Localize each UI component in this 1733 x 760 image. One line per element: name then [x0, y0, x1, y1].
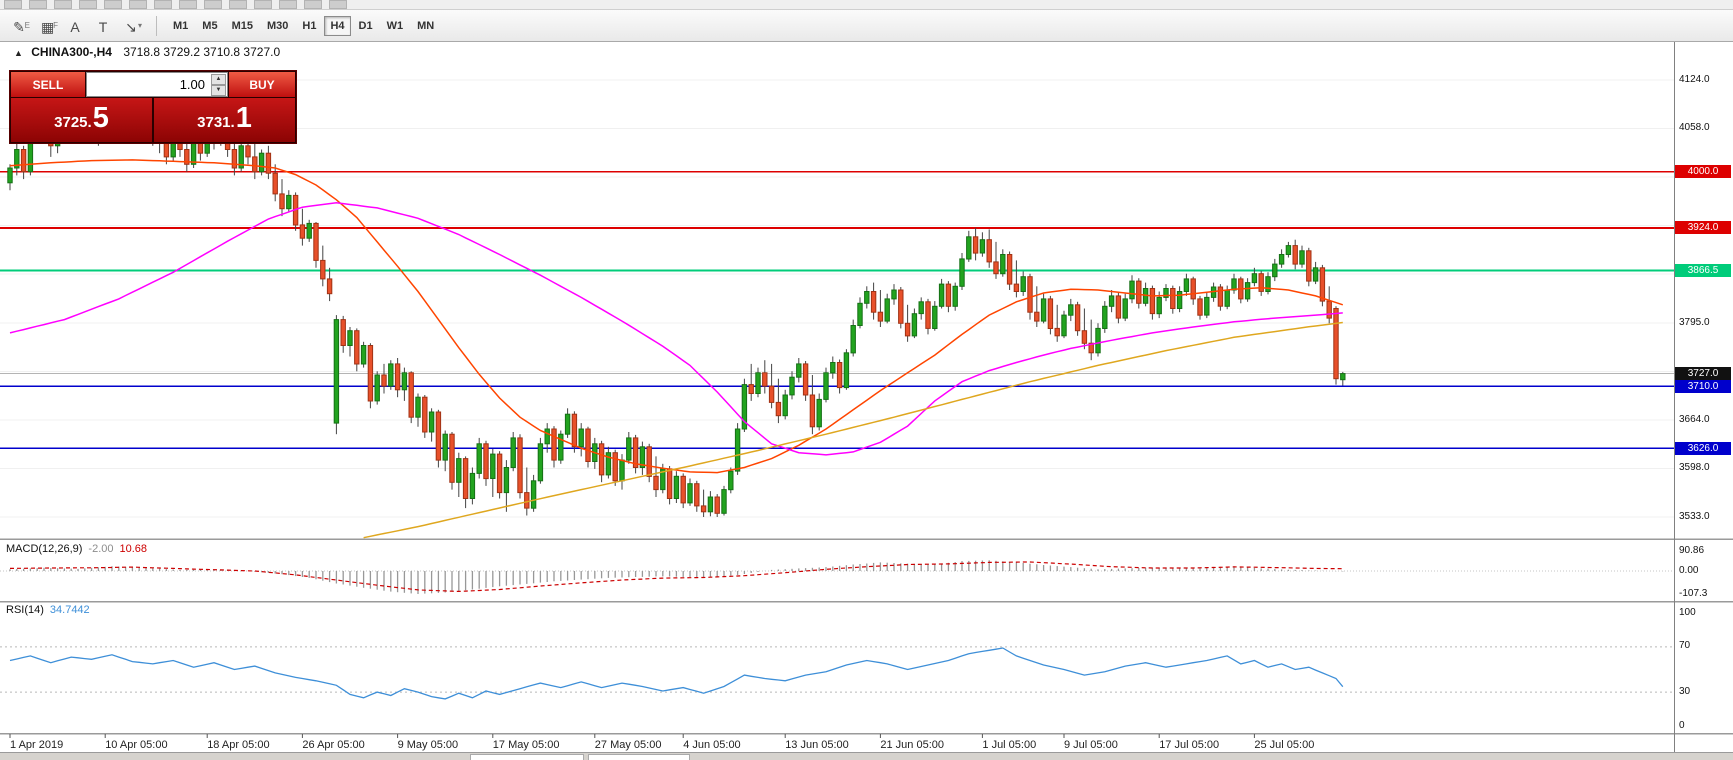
macd-indicator-label: MACD(12,26,9) -2.00 10.68 — [6, 543, 147, 555]
timeframe-m30[interactable]: M30 — [261, 16, 294, 36]
volume-field: ▲ ▼ — [86, 72, 228, 97]
chart-tab[interactable] — [588, 754, 690, 760]
ohlc-values: 3718.8 3729.2 3710.8 3727.0 — [123, 45, 281, 59]
cutoff-toolbar-icon[interactable] — [229, 0, 247, 9]
timeframe-w1[interactable]: W1 — [381, 16, 410, 36]
fibonacci-tool-icon[interactable]: ▦ F — [34, 14, 60, 38]
time-axis-label: 17 Jul 05:00 — [1159, 739, 1220, 751]
time-axis-label: 25 Jul 05:00 — [1254, 739, 1315, 751]
price-axis-label: 3664.0 — [1679, 413, 1710, 425]
cutoff-toolbar-icon[interactable] — [29, 0, 47, 9]
arrow-tools-icon[interactable]: ↘ ▾ — [118, 14, 144, 38]
time-axis-label: 13 Jun 05:00 — [785, 739, 849, 751]
time-axis-label: 18 Apr 05:00 — [207, 739, 270, 751]
price-level-badge: 3626.0 — [1675, 441, 1731, 455]
chart-tab[interactable] — [470, 754, 584, 760]
buy-button[interactable]: BUY — [229, 72, 295, 97]
time-axis-label: 9 Jul 05:00 — [1064, 739, 1118, 751]
rsi-name: RSI(14) — [6, 604, 44, 616]
time-axis-label: 21 Jun 05:00 — [880, 739, 945, 751]
rsi-axis-label: 70 — [1679, 640, 1691, 652]
ask-price-panel[interactable]: 3731. 1 — [154, 98, 295, 142]
ask-price-big-digit: 1 — [235, 102, 252, 134]
line-studies-tools: ✎ E ▦ F A T ↘ ▾ — [6, 14, 146, 38]
time-axis-label: 10 Apr 05:00 — [105, 739, 168, 751]
timeframe-m15[interactable]: M15 — [226, 16, 259, 36]
volume-down-button[interactable]: ▼ — [211, 85, 226, 96]
timeframe-m1[interactable]: M1 — [167, 16, 194, 36]
toolbar-separator — [156, 15, 157, 36]
current-price-badge: 3727.0 — [1675, 367, 1731, 381]
cutoff-toolbar-icon[interactable] — [204, 0, 222, 9]
macd-signal-value: 10.68 — [119, 543, 148, 555]
chart-symbol-header: ▲ CHINA300-,H4 3718.8 3729.2 3710.8 3727… — [14, 45, 280, 59]
time-axis-label: 1 Apr 2019 — [10, 739, 64, 751]
indicator-tool-icon[interactable]: ✎ E — [6, 14, 32, 38]
price-level-badge: 3710.0 — [1675, 379, 1731, 393]
time-axis-label: 9 May 05:00 — [397, 739, 459, 751]
label-tool-icon[interactable]: T — [90, 14, 116, 38]
price-level-badge: 4000.0 — [1675, 165, 1731, 179]
price-axis-label: 3598.0 — [1679, 462, 1710, 474]
bid-price-small: 3725. — [54, 114, 92, 131]
ask-price-small: 3731. — [197, 114, 235, 131]
timeframe-h4[interactable]: H4 — [324, 15, 351, 36]
time-axis-label: 17 May 05:00 — [492, 739, 560, 751]
cutoff-toolbar-icon[interactable] — [4, 0, 22, 9]
bid-price-big-digit: 5 — [92, 102, 109, 134]
rsi-value: 34.7442 — [49, 604, 90, 616]
cutoff-toolbar-icon[interactable] — [79, 0, 97, 9]
timeframe-m5[interactable]: M5 — [196, 16, 223, 36]
cutoff-toolbar-icon[interactable] — [304, 0, 322, 9]
one-click-trading-panel: SELL ▲ ▼ BUY 3725.5 3731.1 — [9, 70, 297, 144]
macd-axis-label: -107.3 — [1679, 587, 1708, 599]
volume-input[interactable] — [87, 73, 227, 96]
rsi-axis-label: 0 — [1679, 719, 1685, 731]
macd-axis-label: 0.00 — [1679, 564, 1699, 576]
one-click-collapse-toggle[interactable]: ▲ — [14, 48, 23, 58]
price-axis-label: 4058.0 — [1679, 122, 1710, 134]
time-axis-label: 27 May 05:00 — [594, 739, 662, 751]
cutoff-toolbar-icon[interactable] — [254, 0, 272, 9]
price-axis[interactable]: 4124.0 4058.0 3795.0 3664.0 3598.0 3533.0 4000… — [1674, 41, 1733, 752]
drawing-toolbar: ✎ E ▦ F A T ↘ ▾ M1 M5 M15 M30 H1 H4 D1 W1 MN — [0, 10, 1733, 42]
text-tool-icon[interactable]: A — [62, 14, 88, 38]
volume-up-button[interactable]: ▲ — [211, 74, 226, 85]
symbol-name: CHINA300-,H4 — [31, 45, 112, 59]
time-axis-label: 4 Jun 05:00 — [683, 739, 741, 751]
rsi-axis-label: 30 — [1679, 685, 1691, 697]
timeframe-h1[interactable]: H1 — [296, 16, 322, 36]
cutoff-toolbar-icon[interactable] — [279, 0, 297, 9]
cutoff-toolbar-icon[interactable] — [179, 0, 197, 9]
rsi-indicator-label: RSI(14) 34.7442 — [6, 604, 90, 616]
time-axis-label: 26 Apr 05:00 — [302, 739, 365, 751]
timeframe-mn[interactable]: MN — [411, 16, 440, 36]
bottom-tabbar-cutoff — [0, 752, 1733, 760]
timeframe-toolbar: M1 M5 M15 M30 H1 H4 D1 W1 MN — [167, 15, 442, 36]
macd-axis-label: 90.86 — [1679, 545, 1705, 556]
cutoff-toolbar-icon[interactable] — [154, 0, 172, 9]
cutoff-toolbar-icon[interactable] — [329, 0, 347, 9]
rsi-axis-label: 100 — [1679, 606, 1696, 618]
cutoff-toolbar-icon[interactable] — [54, 0, 72, 9]
price-level-badge: 3866.5 — [1675, 263, 1731, 277]
macd-name: MACD(12,26,9) — [6, 543, 83, 555]
price-level-badge: 3924.0 — [1675, 221, 1731, 235]
price-axis-label: 4124.0 — [1679, 73, 1710, 85]
bid-price-panel[interactable]: 3725. 5 — [11, 98, 152, 142]
timeframe-d1[interactable]: D1 — [353, 16, 379, 36]
cutoff-toolbar-icon[interactable] — [129, 0, 147, 9]
sell-button[interactable]: SELL — [11, 72, 85, 97]
price-axis-label: 3533.0 — [1679, 510, 1710, 522]
cutoff-toolbar-icon[interactable] — [104, 0, 122, 9]
time-axis-label: 1 Jul 05:00 — [982, 739, 1037, 751]
price-axis-label: 3795.0 — [1679, 316, 1710, 328]
time-axis[interactable]: 1 Apr 2019 10 Apr 05:00 18 Apr 05:00 26 Apr… — [0, 734, 1674, 752]
macd-value: -2.00 — [88, 543, 114, 555]
top-toolbar-cutoff — [0, 0, 1733, 10]
